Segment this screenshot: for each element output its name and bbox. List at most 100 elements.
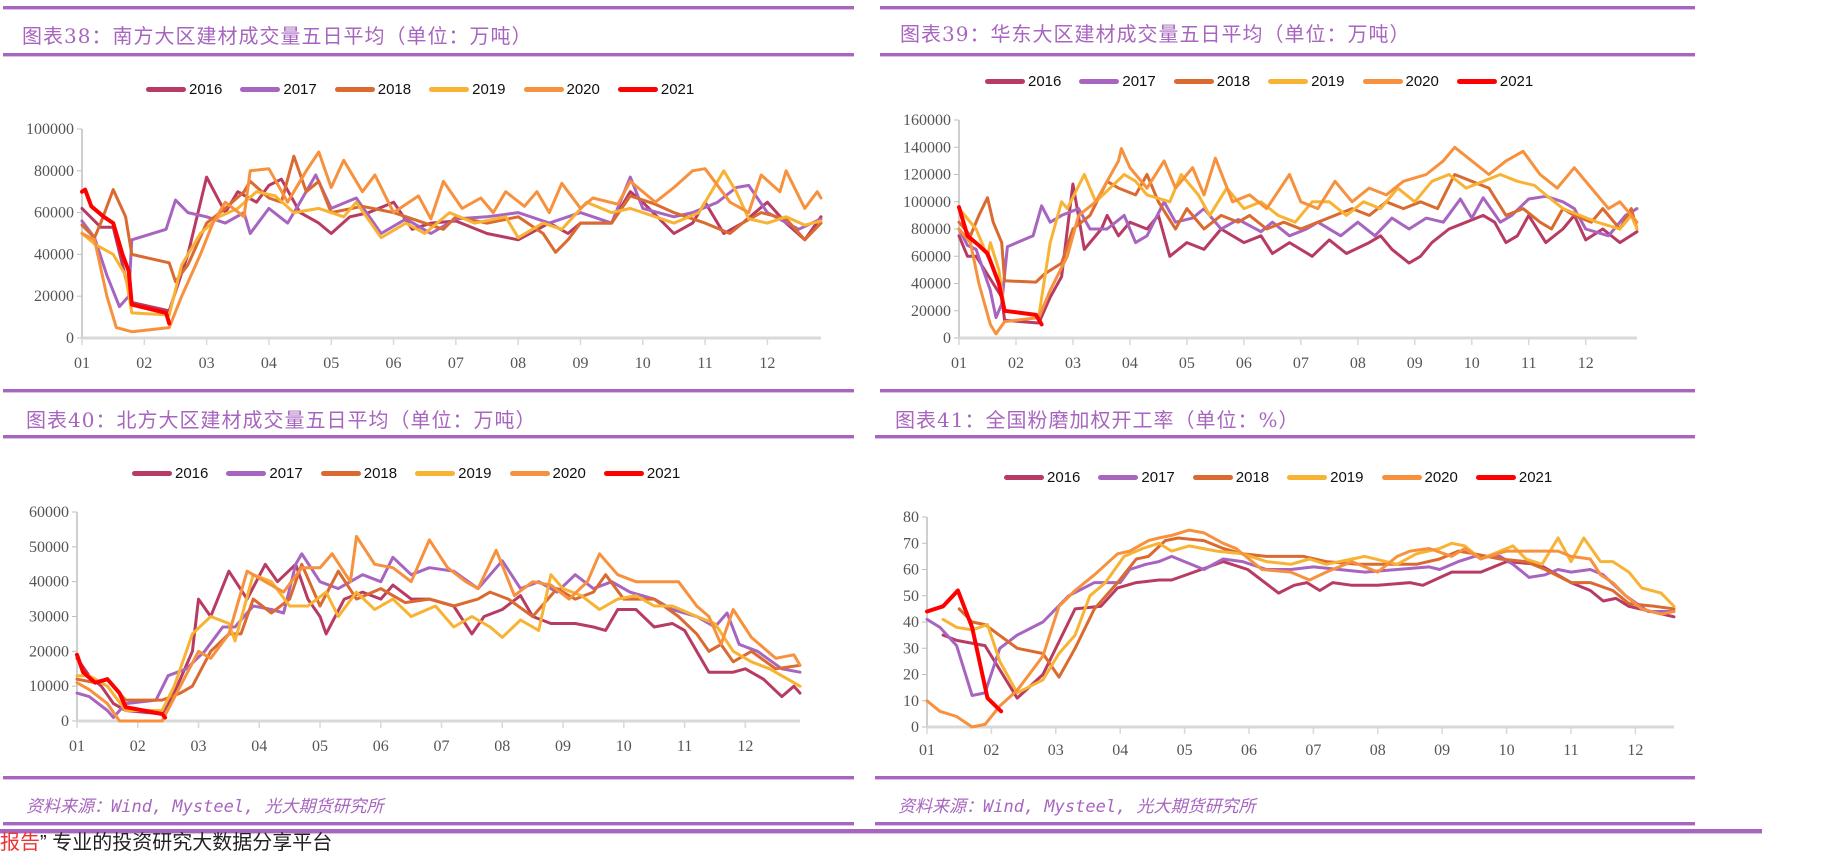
x-tick-label: 09 xyxy=(1434,742,1450,759)
x-tick-label: 05 xyxy=(323,355,339,372)
y-tick-label: 40000 xyxy=(29,574,69,591)
legend-swatch xyxy=(240,87,281,92)
x-tick-label: 03 xyxy=(1048,742,1064,759)
series-line-2021 xyxy=(75,652,168,720)
chart-39-title: 图表39：华东大区建材成交量五日平均（单位：万吨） xyxy=(900,22,1411,46)
series-line-2020 xyxy=(925,528,1676,729)
legend-swatch xyxy=(132,471,172,476)
legend-chart-39: 2016 2017 2018 2019 2020 2021 xyxy=(985,73,1533,90)
y-tick-label: 10 xyxy=(903,693,919,710)
y-tick-label: 140000 xyxy=(903,139,951,156)
x-tick-label: 08 xyxy=(1350,355,1366,372)
legend-swatch xyxy=(226,471,267,476)
series-line-2020 xyxy=(957,145,1639,336)
legend-swatch xyxy=(1098,475,1139,480)
legend-item-2017: 2017 xyxy=(1098,469,1175,486)
series-line-2019 xyxy=(957,173,1639,318)
x-tick-label: 02 xyxy=(136,355,152,372)
source-rule-top-left xyxy=(3,776,854,780)
y-tick-label: 20 xyxy=(903,667,919,684)
legend-swatch xyxy=(320,471,361,476)
chart-40: 0 10000 20000 30000 40000 50000 60000 01 02 03 04 0… xyxy=(29,504,802,755)
legend-label: 2017 xyxy=(1141,469,1175,486)
x-tick-label: 05 xyxy=(1177,742,1193,759)
y-tick-label: 40000 xyxy=(911,276,951,293)
y-tick-label: 20000 xyxy=(34,288,74,305)
x-tick-label: 07 xyxy=(448,355,464,372)
panel-top-rule-left xyxy=(3,6,854,10)
panel-top-rule-right xyxy=(880,6,1695,10)
x-tick-label: 04 xyxy=(251,738,267,755)
x-tick-label: 06 xyxy=(373,738,389,755)
legend-item-2018: 2018 xyxy=(334,81,411,98)
x-tick-label: 11 xyxy=(1563,742,1578,759)
series-line-2018 xyxy=(75,562,802,702)
legend-label: 2021 xyxy=(1499,73,1534,90)
legend-label: 2017 xyxy=(1122,73,1156,90)
x-tick-label: 02 xyxy=(983,742,999,759)
legend-swatch xyxy=(429,87,470,92)
legend-label: 2016 xyxy=(1028,73,1062,90)
source-rule-top-right xyxy=(875,776,1695,780)
series-line-2016 xyxy=(957,182,1639,325)
legend-item-2016: 2016 xyxy=(132,465,208,482)
y-tick-label: 50 xyxy=(903,588,919,605)
x-tick-label: 01 xyxy=(74,355,90,372)
legend-swatch xyxy=(415,471,456,476)
legend-label: 2020 xyxy=(566,81,600,98)
legend-item-2020: 2020 xyxy=(1381,469,1458,486)
x-tick-label: 08 xyxy=(510,355,526,372)
legend-item-2021: 2021 xyxy=(1475,469,1552,486)
legend-chart-38: 2016 2017 2018 2019 2020 2021 xyxy=(146,81,694,98)
legend-item-2019: 2019 xyxy=(1287,469,1364,486)
x-tick-label: 06 xyxy=(386,355,402,372)
legend-item-2019: 2019 xyxy=(1268,73,1345,90)
x-tick-label: 02 xyxy=(1008,355,1024,372)
legend-label: 2019 xyxy=(1330,469,1364,486)
y-tick-label: 10000 xyxy=(29,678,69,695)
legend-swatch xyxy=(509,471,550,476)
legend-label: 2019 xyxy=(472,81,506,98)
x-tick-label: 12 xyxy=(759,355,775,372)
legend-label: 2020 xyxy=(1424,469,1458,486)
chart-41: 0 10 20 30 40 50 60 70 80 01 02 03 04 05 06 07 08 09 10 11 1… xyxy=(903,509,1676,759)
series-line-2021 xyxy=(80,187,172,326)
legend-swatch xyxy=(1475,475,1516,480)
y-tick-label: 0 xyxy=(943,330,951,347)
legend-item-2021: 2021 xyxy=(617,81,694,98)
y-tick-label: 100000 xyxy=(903,194,951,211)
series-line-2018 xyxy=(957,536,1676,679)
legend-item-2017: 2017 xyxy=(1079,73,1156,90)
title-rule-41 xyxy=(875,435,1695,439)
x-tick-label: 05 xyxy=(312,738,328,755)
x-tick-label: 09 xyxy=(1407,355,1423,372)
y-tick-label: 60000 xyxy=(29,504,69,521)
x-tick-label: 09 xyxy=(555,738,571,755)
legend-item-2016: 2016 xyxy=(146,81,222,98)
legend-item-2016: 2016 xyxy=(985,73,1061,90)
series-line-2017 xyxy=(75,552,802,719)
series-line-2019 xyxy=(75,573,802,712)
legend-swatch xyxy=(1192,475,1233,480)
x-tick-label: 10 xyxy=(616,738,632,755)
legend-label: 2016 xyxy=(175,465,209,482)
legend-label: 2021 xyxy=(646,465,681,482)
series-line-2021 xyxy=(925,588,1004,714)
legend-label: 2019 xyxy=(458,465,492,482)
x-tick-label: 04 xyxy=(1112,742,1128,759)
legend-swatch xyxy=(523,87,564,92)
chart-39: 0 20000 40000 60000 80000 100000 120000 140000 1… xyxy=(903,112,1639,372)
footer-brand: 报告 xyxy=(0,832,40,854)
legend-label: 2018 xyxy=(1216,73,1251,90)
legend-label: 2020 xyxy=(552,465,586,482)
x-tick-label: 08 xyxy=(494,738,510,755)
x-tick-label: 07 xyxy=(434,738,450,755)
y-tick-label: 60000 xyxy=(911,248,951,265)
legend-item-2020: 2020 xyxy=(523,81,600,98)
legend-swatch xyxy=(1381,475,1422,480)
legend-item-2019: 2019 xyxy=(429,81,506,98)
legend-item-2017: 2017 xyxy=(240,81,317,98)
legend-label: 2016 xyxy=(189,81,223,98)
y-tick-label: 40 xyxy=(903,614,919,631)
